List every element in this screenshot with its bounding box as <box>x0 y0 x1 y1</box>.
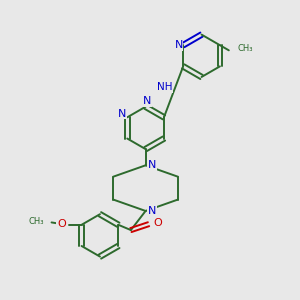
Text: N: N <box>143 96 151 106</box>
Text: O: O <box>154 218 163 228</box>
Text: N: N <box>148 206 156 216</box>
Text: CH₃: CH₃ <box>237 44 253 53</box>
Text: NH: NH <box>157 82 172 92</box>
Text: N: N <box>118 109 126 119</box>
Text: N: N <box>175 40 183 50</box>
Text: CH₃: CH₃ <box>29 217 44 226</box>
Text: N: N <box>148 160 156 170</box>
Text: O: O <box>57 219 66 229</box>
